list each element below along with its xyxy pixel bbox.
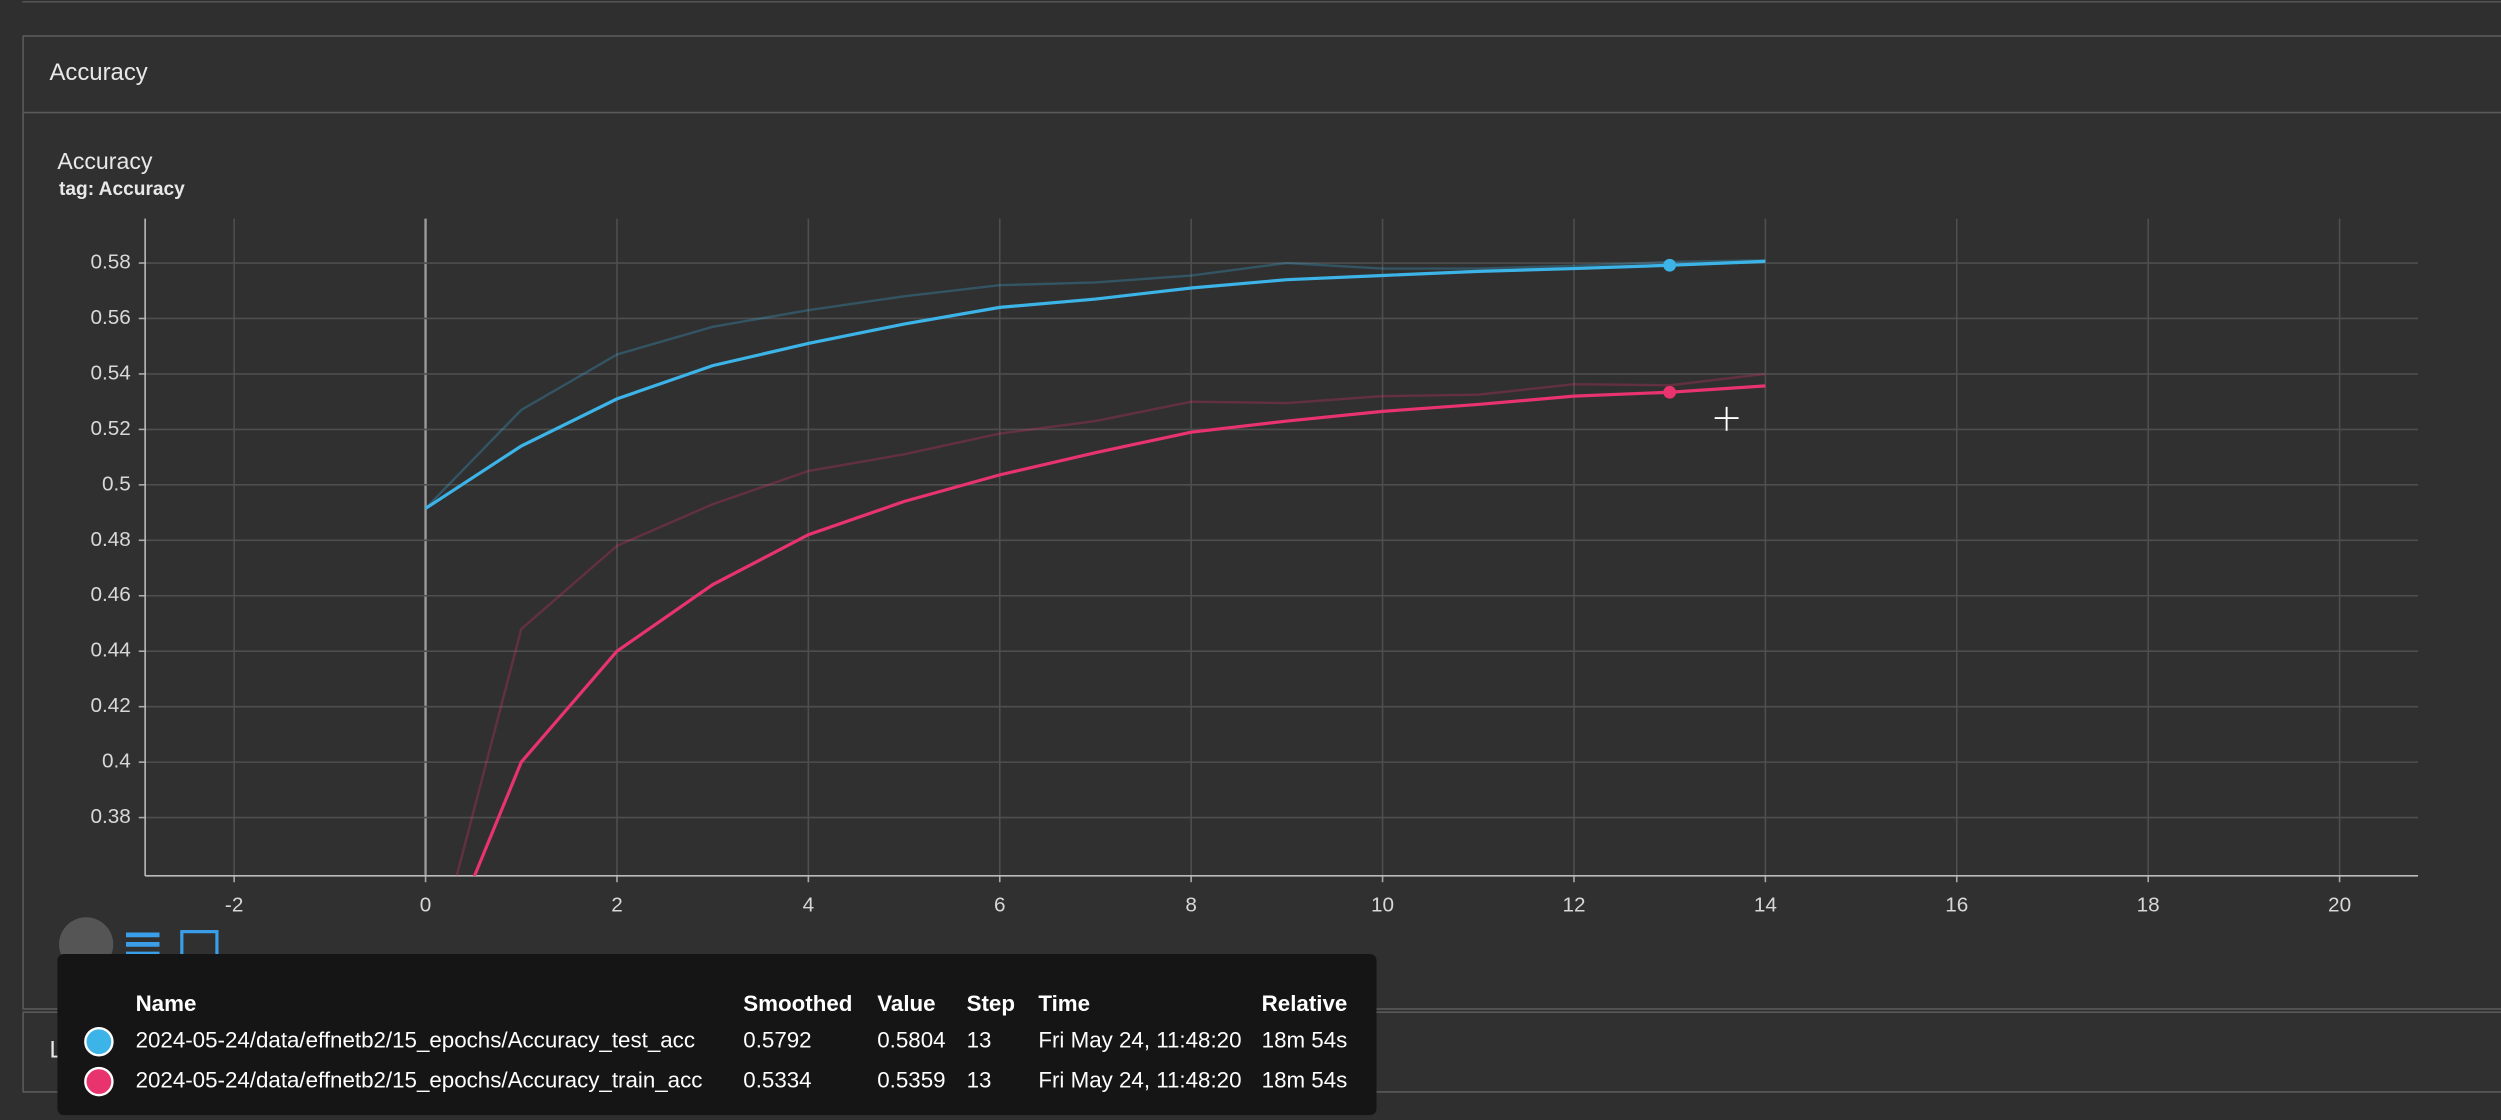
- tooltip-cell: 0.5804: [877, 1028, 945, 1053]
- x-tick-label: 2: [611, 894, 623, 917]
- x-tick-label: 14: [1754, 894, 1777, 917]
- tooltip-cell: 18m 54s: [1262, 1067, 1348, 1092]
- section-title[interactable]: Accuracy: [49, 59, 147, 86]
- x-tick-label: 4: [803, 894, 815, 917]
- tooltip-swatch: [84, 1026, 114, 1057]
- tooltip-cell: 13: [967, 1028, 992, 1053]
- y-tick-label: 0.58: [90, 250, 130, 273]
- x-tick-label: 16: [1945, 894, 1968, 917]
- tooltip-name: 2024-05-24/data/effnetb2/15_epochs/Accur…: [136, 1067, 703, 1092]
- lines: [424, 259, 1766, 876]
- tooltip-name: 2024-05-24/data/effnetb2/15_epochs/Accur…: [136, 1028, 695, 1053]
- x-tick-label: 6: [994, 894, 1006, 917]
- tooltip-header: Value: [877, 991, 935, 1016]
- tooltip-cell: 18m 54s: [1262, 1028, 1348, 1053]
- y-tick-label: 0.48: [90, 528, 130, 551]
- tooltip-cell: Fri May 24, 11:48:20: [1038, 1028, 1241, 1053]
- tooltip-cell: 0.5334: [743, 1067, 811, 1092]
- tooltip-box: [57, 953, 1377, 1116]
- chart-subtitle: tag: Accuracy: [59, 179, 185, 200]
- x-tick-label: 12: [1562, 894, 1585, 917]
- tooltip-cell: 13: [967, 1067, 992, 1092]
- x-tick-label: 18: [2137, 894, 2160, 917]
- smoothed-line: [424, 259, 1766, 510]
- tooltip-cell: 0.5792: [743, 1028, 811, 1053]
- hover-dot: [1663, 258, 1677, 272]
- tooltip-header: Relative: [1262, 991, 1348, 1016]
- tooltip-swatch: [84, 1066, 114, 1097]
- raw-line: [455, 372, 1766, 876]
- smoothed-line: [472, 384, 1766, 876]
- y-tick-label: 0.38: [90, 805, 130, 828]
- accuracy-panel: [22, 35, 2501, 1010]
- tooltip-cell: Fri May 24, 11:48:20: [1038, 1067, 1241, 1092]
- hover-dot: [1663, 385, 1677, 399]
- tooltip: Name Smoothed Value Step Time Relative 2024-05…: [57, 953, 1377, 1116]
- y-tick-label: 0.46: [90, 583, 130, 606]
- tooltip-header: Step: [967, 991, 1015, 1016]
- x-tick-label: 0: [420, 894, 432, 917]
- x-tick-label: 10: [1371, 894, 1394, 917]
- y-tick-label: 0.5: [102, 472, 131, 495]
- plot: -2 0 2 4 6 8 10 12 14 16 18 20 0.38 0.4 0.42 0.44 0.46 0.…: [90, 218, 2419, 917]
- cursor: [1714, 406, 1739, 431]
- tooltip-header: Name: [136, 991, 197, 1016]
- tooltip-header: Smoothed: [743, 991, 852, 1016]
- y-tick-label: 0.42: [90, 694, 130, 717]
- x-tick-label: 20: [2328, 894, 2351, 917]
- y-tick-label: 0.54: [90, 361, 130, 384]
- x-tick-label: -2: [225, 894, 243, 917]
- y-tick-label: 0.44: [90, 639, 130, 662]
- x-tick-label: 8: [1185, 894, 1197, 917]
- y-tick-label: 0.52: [90, 417, 130, 440]
- tooltip-header: Time: [1038, 991, 1090, 1016]
- raw-line: [424, 259, 1766, 510]
- y-tick-label: 0.4: [102, 750, 131, 773]
- tooltip-cell: 0.5359: [877, 1067, 945, 1092]
- y-tick-label: 0.56: [90, 306, 130, 329]
- chart-title: Accuracy: [57, 148, 152, 174]
